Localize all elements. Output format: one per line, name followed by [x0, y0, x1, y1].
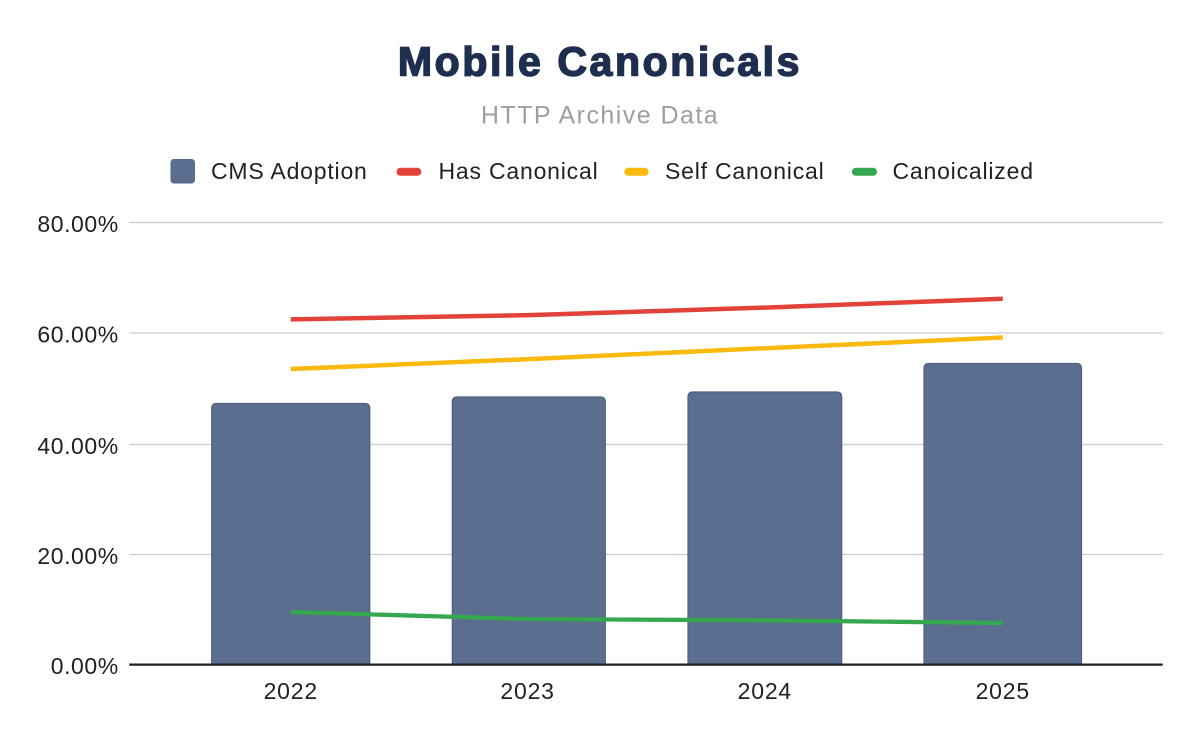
- svg-text:60.00%: 60.00%: [37, 322, 118, 348]
- svg-text:Has Canonical: Has Canonical: [439, 158, 599, 184]
- svg-text:40.00%: 40.00%: [37, 433, 118, 459]
- svg-text:2024: 2024: [738, 678, 792, 704]
- svg-text:Self Canonical: Self Canonical: [665, 158, 825, 184]
- svg-text:2022: 2022: [264, 678, 318, 704]
- svg-text:80.00%: 80.00%: [37, 211, 118, 237]
- svg-text:CMS Adoption: CMS Adoption: [211, 158, 368, 184]
- svg-text:Mobile Canonicals: Mobile Canonicals: [398, 39, 802, 85]
- svg-text:HTTP Archive Data: HTTP Archive Data: [481, 102, 719, 130]
- svg-text:2023: 2023: [500, 678, 554, 704]
- svg-text:20.00%: 20.00%: [37, 543, 118, 569]
- svg-text:0.00%: 0.00%: [51, 653, 119, 679]
- svg-text:2025: 2025: [976, 678, 1030, 704]
- svg-text:Canoicalized: Canoicalized: [893, 158, 1034, 184]
